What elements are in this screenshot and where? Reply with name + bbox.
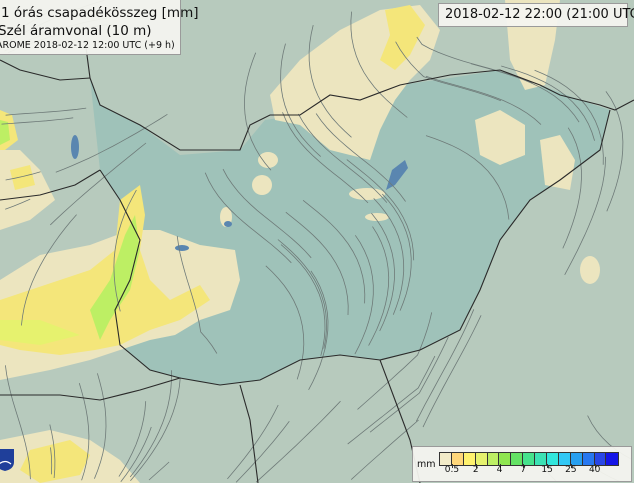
colorbar-tick-mark	[451, 464, 453, 468]
colorbar-swatch	[523, 453, 536, 465]
colorbar-tick-label: 4	[496, 465, 503, 475]
colorbar-tick-mark	[499, 464, 501, 468]
streamline	[501, 65, 595, 141]
streamline	[425, 75, 542, 125]
streamline	[5, 198, 31, 210]
streamline	[265, 265, 305, 380]
streamline	[350, 419, 419, 480]
streamline	[130, 377, 181, 482]
omsz-logo	[0, 449, 14, 471]
streamline	[369, 336, 449, 433]
colorbar-swatch	[582, 453, 595, 465]
streamline	[350, 11, 408, 118]
streamline	[129, 370, 172, 478]
colorbar-swatch	[511, 453, 524, 465]
streamline	[373, 198, 405, 315]
colorbar-tick-label: 0.5	[444, 465, 460, 475]
heavier-precipitation-areas	[0, 120, 140, 345]
precip-title: 1 órás csapadékösszeg [mm]	[1, 5, 199, 21]
streamline	[346, 159, 415, 261]
streamline	[282, 112, 369, 204]
streamline	[357, 312, 433, 410]
streamline	[371, 212, 395, 332]
colorbar-swatch	[606, 453, 619, 465]
streamline	[5, 365, 31, 480]
streamline	[308, 25, 352, 138]
valid-time: 2018-02-12 22:00 (21:00 UTC)	[445, 7, 634, 22]
streamline	[148, 461, 170, 481]
colorbar-swatch	[475, 453, 488, 465]
streamline	[425, 135, 510, 220]
colorbar-tick-label: 15	[541, 465, 553, 475]
streamline	[50, 447, 53, 475]
streamline	[222, 168, 312, 259]
streamline	[368, 226, 390, 346]
streamline	[204, 172, 292, 264]
streamline	[120, 426, 152, 483]
colorbar-swatch	[463, 453, 476, 465]
streamline	[227, 404, 279, 480]
streamline	[298, 113, 388, 203]
colorbar-swatch	[594, 453, 607, 465]
streamline	[308, 270, 329, 390]
colorbar-tick-mark	[570, 464, 572, 468]
colorbar-swatch	[535, 453, 548, 465]
colorbar-legend: mm 0.5 2 4 7 15 25 40	[412, 446, 632, 482]
streamline	[280, 43, 321, 157]
streamline	[395, 41, 502, 102]
colorbar-tick-label: 25	[565, 465, 577, 475]
colorbar-swatch	[451, 453, 464, 465]
streamline	[285, 211, 349, 316]
country-borders	[0, 39, 634, 483]
streamline	[415, 309, 475, 422]
streamline	[118, 401, 147, 477]
streamline	[277, 239, 327, 349]
streamline	[78, 382, 90, 481]
colorbar-swatch	[547, 453, 559, 465]
streamline	[564, 156, 606, 275]
streamline	[176, 235, 218, 354]
colorbar-swatch	[558, 453, 571, 465]
colorbar-tick-mark	[594, 464, 596, 468]
streamline	[302, 199, 366, 304]
streamline	[49, 424, 56, 479]
colorbar-swatch	[440, 453, 452, 465]
model-run-label: AROME 2018-02-12 12:00 UTC (+9 h)	[0, 40, 175, 51]
streamline	[94, 373, 107, 479]
streamline	[315, 113, 406, 202]
streamline	[5, 171, 41, 181]
colorbar-swatch	[487, 453, 500, 465]
streamline	[5, 107, 87, 116]
colorbar-tick-label: 2	[472, 465, 479, 475]
streamline	[280, 244, 326, 356]
map-legend-title: 1 órás csapadékösszeg [mm] Szél áramvona…	[0, 0, 198, 55]
streamline	[354, 235, 374, 355]
streamline	[21, 214, 77, 326]
wind-title: Szél áramvonal (10 m)	[0, 23, 152, 39]
streamline	[50, 142, 147, 226]
colorbar	[439, 452, 620, 466]
streamline	[382, 193, 412, 311]
streamline	[255, 400, 341, 483]
streamline	[470, 63, 580, 123]
colorbar-tick-mark	[475, 464, 477, 468]
colorbar-tick-mark	[523, 464, 525, 468]
colorbar-tick-label: 7	[520, 465, 527, 475]
colorbar-swatch	[570, 453, 583, 465]
valid-time-box: 2018-02-12 22:00 (21:00 UTC)	[438, 3, 634, 27]
streamline	[1, 117, 74, 125]
streamline	[422, 315, 482, 428]
colorbar-tick-mark	[547, 464, 549, 468]
colorbar-tick-label: 40	[588, 465, 601, 475]
lakes	[71, 135, 408, 251]
streamline	[113, 189, 137, 312]
streamline	[562, 127, 582, 249]
colorbar-unit: mm	[417, 459, 436, 470]
streamline	[55, 113, 168, 173]
colorbar-swatch	[499, 453, 512, 465]
streamline	[235, 421, 290, 483]
streamline	[243, 52, 272, 171]
